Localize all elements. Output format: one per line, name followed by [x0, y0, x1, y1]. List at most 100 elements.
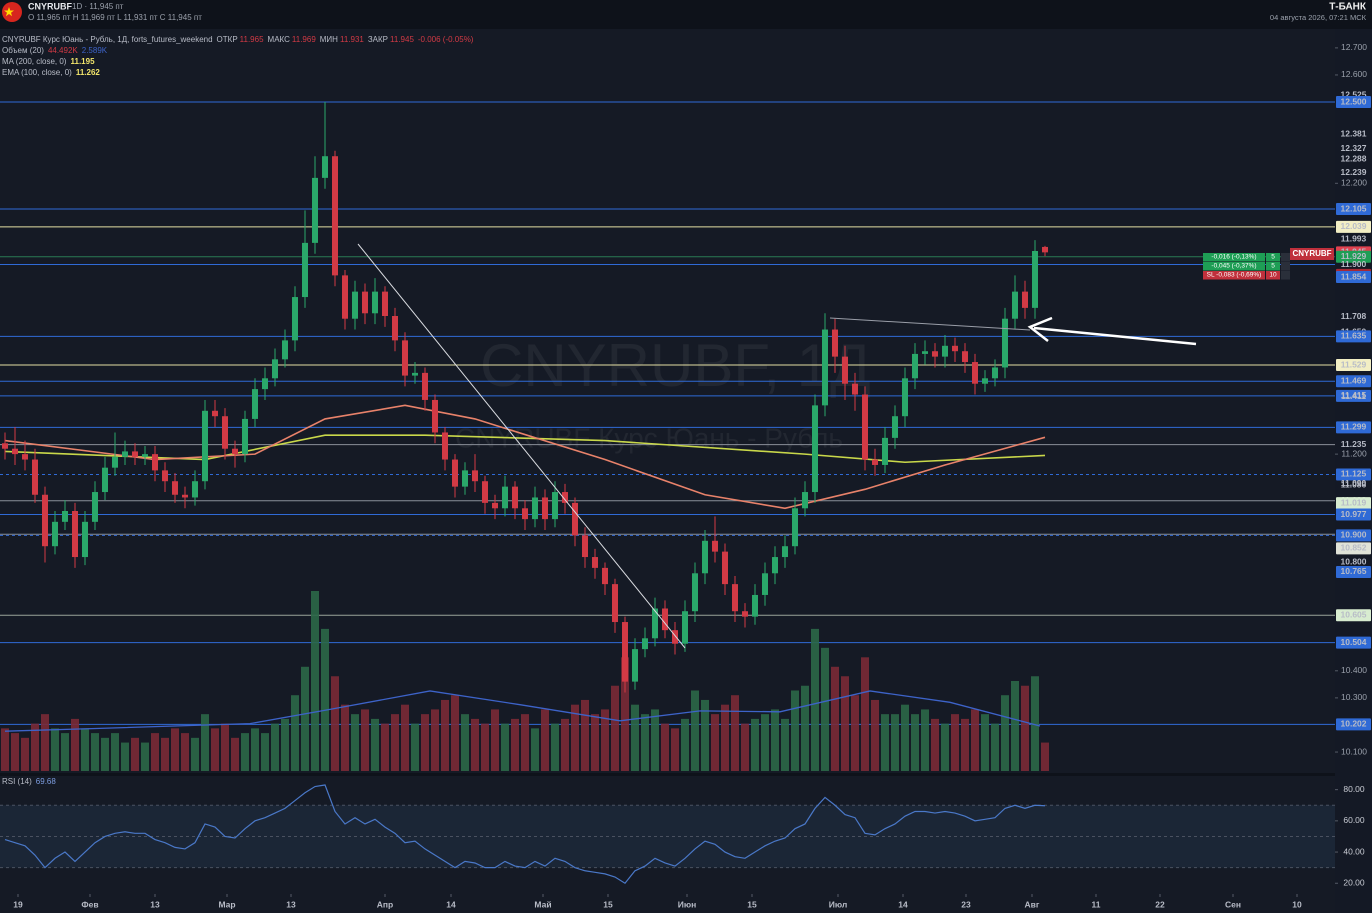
- order-close: [1281, 262, 1290, 271]
- order-box: [1203, 262, 1265, 271]
- candle-body: [182, 494, 188, 498]
- volume-bar: [471, 718, 479, 771]
- volume-bar: [731, 695, 739, 771]
- volume-bar: [951, 714, 959, 771]
- volume-bar: [11, 733, 19, 771]
- volume-bar: [71, 718, 79, 771]
- candle-body: [532, 497, 538, 520]
- candle-body: [272, 359, 278, 379]
- rsi-tick-label: 40.00: [1343, 846, 1365, 856]
- order-qty: 5: [1271, 263, 1275, 270]
- volume-bar: [501, 723, 509, 771]
- candle-body: [1022, 291, 1028, 308]
- volume-bar: [961, 718, 969, 771]
- volume-bar: [531, 728, 539, 771]
- volume-bar: [581, 699, 589, 771]
- level-label-bg: [1336, 330, 1371, 343]
- volume-bar: [111, 733, 119, 771]
- legend-value: 11.195: [70, 57, 95, 66]
- flag-star: [4, 7, 14, 17]
- level-label: 11.299: [1341, 422, 1367, 432]
- level-label: 12.039: [1341, 221, 1367, 231]
- candle-body: [902, 378, 908, 417]
- candle-body: [882, 437, 888, 465]
- candle-body: [282, 340, 288, 360]
- candle-body: [122, 451, 128, 457]
- level-label: 12.239: [1341, 167, 1367, 177]
- candle-body: [442, 432, 448, 460]
- y-tick-label: 11.200: [1341, 448, 1367, 458]
- level-label: 11.529: [1341, 359, 1367, 369]
- candle-body: [402, 340, 408, 376]
- candle-body: [672, 630, 678, 644]
- volume-bar: [161, 737, 169, 771]
- candle-body: [572, 502, 578, 536]
- volume-bar: [661, 723, 669, 771]
- order-close: [1281, 253, 1290, 262]
- volume-bar: [201, 714, 209, 771]
- volume-bar: [481, 723, 489, 771]
- candle-body: [712, 540, 718, 552]
- candle-body: [132, 451, 138, 457]
- level-label-bg: [1336, 609, 1371, 622]
- trend-line: [357, 243, 686, 649]
- candle-body: [342, 275, 348, 319]
- legend-volume: Объем (20) 44.492K 2.589K: [2, 46, 108, 55]
- price-tag-bg: [1290, 248, 1334, 260]
- x-tick-label: Мар: [218, 899, 235, 909]
- candle-body: [372, 291, 378, 314]
- candle-body: [822, 329, 828, 406]
- level-label: 12.288: [1341, 154, 1367, 164]
- candle-body: [632, 649, 638, 682]
- candle-body: [22, 454, 28, 460]
- level-label: 10.605: [1341, 610, 1367, 620]
- volume-bar: [141, 742, 149, 771]
- volume-bar: [771, 709, 779, 771]
- candle-body: [152, 454, 158, 471]
- level-label-bg: [1336, 718, 1371, 731]
- candle-body: [592, 557, 598, 568]
- candle-body: [792, 508, 798, 547]
- rsi-tick-label: 60.00: [1343, 815, 1365, 825]
- level-label-bg: [1336, 497, 1371, 510]
- volume-bar: [1031, 676, 1039, 771]
- candle-body: [912, 353, 918, 379]
- volume-bar: [901, 704, 909, 771]
- volume-bar: [611, 685, 619, 771]
- volume-bar: [551, 723, 559, 771]
- y-tick-label: 10.300: [1341, 692, 1367, 702]
- candle-body: [832, 329, 838, 357]
- candle-body: [862, 394, 868, 460]
- volume-bar: [691, 690, 699, 771]
- level-label-bg: [1336, 250, 1371, 263]
- order-box: [1203, 271, 1265, 280]
- volume-bar: [101, 737, 109, 771]
- level-label-bg: [1336, 542, 1371, 555]
- candle-body: [42, 494, 48, 547]
- level-label: 11.469: [1341, 376, 1367, 386]
- candle-body: [752, 594, 758, 617]
- x-tick-label: 15: [603, 899, 613, 909]
- candle-body: [942, 345, 948, 357]
- x-tick-label: 13: [286, 899, 296, 909]
- candle-body: [112, 456, 118, 468]
- candle-body: [932, 351, 938, 357]
- x-tick-label: Апр: [377, 899, 393, 909]
- volume-bar: [601, 709, 609, 771]
- candle-body: [362, 291, 368, 314]
- candle-body: [892, 416, 898, 438]
- header-bar: [0, 0, 1372, 29]
- level-label: 11.090: [1341, 478, 1367, 488]
- level-label: 11.019: [1341, 497, 1367, 507]
- ema-line: [4, 404, 1046, 510]
- volume-bar: [1011, 681, 1019, 771]
- candle-body: [292, 297, 298, 341]
- x-tick-label: Май: [534, 899, 551, 909]
- candle-body: [1012, 291, 1018, 319]
- volume-bar: [721, 704, 729, 771]
- candle-body: [852, 383, 858, 395]
- candle-body: [872, 459, 878, 465]
- x-tick-label: Авг: [1025, 899, 1040, 909]
- legend-name: Объем (20): [2, 46, 44, 55]
- volume-bar: [41, 714, 49, 771]
